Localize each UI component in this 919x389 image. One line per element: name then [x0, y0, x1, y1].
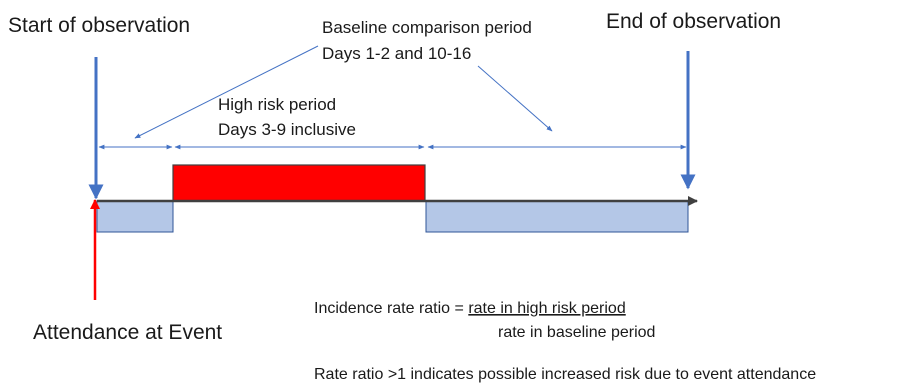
irr-denominator: rate in baseline period [498, 324, 655, 341]
irr-numerator: rate in high risk period [468, 300, 625, 317]
baseline-period-title: Baseline comparison period [322, 18, 532, 37]
baseline-period-days: Days 1-2 and 10-16 [322, 44, 471, 63]
baseline-bar-late [425, 200, 689, 233]
high-risk-bar [172, 164, 426, 202]
baseline-callout-line-right [477, 65, 553, 132]
end-of-observation-label: End of observation [606, 10, 781, 33]
high-risk-period-days: Days 3-9 inclusive [218, 120, 356, 139]
start-of-observation-label: Start of observation [8, 14, 190, 37]
irr-prefix: Incidence rate ratio = [314, 300, 468, 317]
rate-ratio-note: Rate ratio >1 indicates possible increas… [314, 366, 816, 383]
baseline-bar-early [96, 200, 174, 233]
attendance-at-event-label: Attendance at Event [33, 321, 222, 344]
baseline-callout-line-left [134, 45, 319, 139]
high-risk-period-title: High risk period [218, 95, 336, 114]
irr-formula: Incidence rate ratio = rate in high risk… [314, 300, 626, 317]
